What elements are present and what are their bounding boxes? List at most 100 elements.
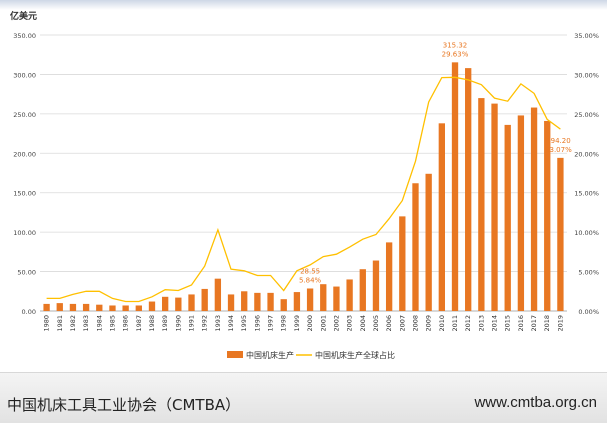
x-axis-tick-label: 1999 <box>293 315 301 332</box>
bar <box>241 291 248 311</box>
left-axis-tick-label: 200.00 <box>13 150 36 158</box>
bar <box>372 260 380 311</box>
x-axis-ticks: 1980 1981 1982 1983 1984 1985 1986 1987 1988 1989… <box>43 315 565 332</box>
right-axis-tick-label: 10.00% <box>574 229 599 237</box>
share-line <box>46 76 561 303</box>
x-axis-tick-label: 2011 <box>451 315 459 332</box>
bar <box>451 62 459 311</box>
bar <box>122 305 129 311</box>
bar <box>96 304 103 311</box>
bar <box>43 303 50 311</box>
bar <box>478 98 485 311</box>
x-axis-tick-label: 2005 <box>372 315 380 332</box>
bar-series <box>43 62 564 312</box>
left-axis-tick-label: 150.00 <box>13 190 36 198</box>
bar <box>557 157 564 311</box>
bar-line-chart: 亿美元 0.00 50.00 100.00 150.00 200.00 250.00 300… <box>10 10 599 360</box>
x-axis-tick-label: 1989 <box>161 315 169 332</box>
left-axis-tick-label: 0.00 <box>22 308 36 316</box>
bar <box>385 242 393 311</box>
bar <box>56 303 63 311</box>
bar-data-label: 28.55 <box>300 267 320 275</box>
left-axis-ticks: 0.00 50.00 100.00 150.00 200.00 250.00 300.00 3… <box>13 32 36 316</box>
left-axis-tick-label: 350.00 <box>13 32 36 40</box>
x-axis-tick-label: 1988 <box>148 315 156 332</box>
right-axis-tick-label: 5.00% <box>578 269 599 277</box>
x-axis-tick-label: 1995 <box>240 315 248 332</box>
bar <box>346 279 353 311</box>
bar <box>82 303 90 311</box>
x-axis-tick-label: 2018 <box>543 315 551 332</box>
x-axis-tick-label: 2016 <box>517 315 525 332</box>
bar <box>254 292 261 311</box>
line-data-label: 23.07% <box>545 146 572 154</box>
bar <box>135 305 142 311</box>
bar <box>293 292 301 311</box>
x-axis-tick-label: 2004 <box>359 315 367 332</box>
x-axis-tick-label: 2009 <box>425 315 433 332</box>
x-axis-tick-label: 2003 <box>346 315 354 332</box>
bar <box>201 288 208 311</box>
bar <box>504 124 511 311</box>
line-data-label: 29.63% <box>442 50 469 58</box>
bar <box>530 107 538 311</box>
bar-data-label: 315.32 <box>443 41 468 49</box>
x-axis-tick-label: 1993 <box>214 315 222 332</box>
bar <box>162 296 169 311</box>
x-axis-tick-label: 1997 <box>267 315 275 332</box>
right-axis-tick-label: 35.00% <box>574 32 599 40</box>
right-axis-tick-label: 0.00% <box>578 308 599 316</box>
x-axis-tick-label: 1996 <box>253 315 261 332</box>
x-axis-tick-label: 1987 <box>135 315 143 332</box>
bar <box>69 303 77 311</box>
left-axis-tick-label: 300.00 <box>13 71 36 79</box>
line-series <box>46 76 561 303</box>
x-axis-tick-label: 2012 <box>464 315 472 332</box>
slide-top-band <box>0 0 607 10</box>
bar <box>280 299 287 311</box>
left-axis-tick-label: 100.00 <box>13 229 36 237</box>
x-axis-tick-label: 2017 <box>530 315 538 332</box>
bar <box>175 297 182 311</box>
x-axis-tick-label: 1984 <box>95 315 103 332</box>
line-data-label: 5.84% <box>299 276 322 284</box>
x-axis-tick-label: 2013 <box>477 315 485 332</box>
x-axis-tick-label: 2000 <box>306 315 314 332</box>
legend-swatch-bar <box>227 351 243 358</box>
x-axis-tick-label: 1983 <box>82 315 90 332</box>
legend-label-bar: 中国机床生产 <box>246 350 294 360</box>
bar <box>544 120 551 311</box>
website-url: www.cmtba.org.cn <box>474 394 597 411</box>
x-axis-tick-label: 2014 <box>491 315 499 332</box>
bar <box>517 115 525 311</box>
slide-footer: 中国机床工具工业协会（CMTBA） www.cmtba.org.cn <box>0 372 607 423</box>
x-axis-tick-label: 1980 <box>43 315 51 332</box>
x-axis-tick-label: 1990 <box>174 315 182 332</box>
bar <box>267 292 274 311</box>
x-axis-tick-label: 2006 <box>385 315 393 332</box>
x-axis-tick-label: 1998 <box>280 315 288 332</box>
x-axis-tick-label: 1985 <box>108 315 116 332</box>
bar <box>306 288 314 311</box>
x-axis-tick-label: 2008 <box>411 315 419 332</box>
bar <box>438 123 445 311</box>
right-axis-tick-label: 25.00% <box>574 111 599 119</box>
x-axis-tick-label: 2007 <box>398 315 406 332</box>
x-axis-tick-label: 1986 <box>122 315 130 332</box>
right-axis-tick-label: 15.00% <box>574 190 599 198</box>
x-axis-tick-label: 2015 <box>504 315 512 332</box>
x-axis-tick-label: 1982 <box>69 315 77 332</box>
x-axis-tick-label: 1992 <box>201 315 209 332</box>
y-axis-title: 亿美元 <box>10 10 37 22</box>
legend: 中国机床生产 中国机床生产全球占比 <box>227 350 395 360</box>
organization-name: 中国机床工具工业协会（CMTBA） <box>7 396 241 414</box>
right-axis-tick-label: 20.00% <box>574 150 599 158</box>
bar-data-label: 194.20 <box>546 137 571 145</box>
bar <box>148 301 156 311</box>
x-axis-tick-label: 2019 <box>556 315 564 332</box>
bar <box>359 269 366 311</box>
bar <box>214 278 222 311</box>
bar <box>227 294 235 311</box>
bar <box>425 173 432 311</box>
